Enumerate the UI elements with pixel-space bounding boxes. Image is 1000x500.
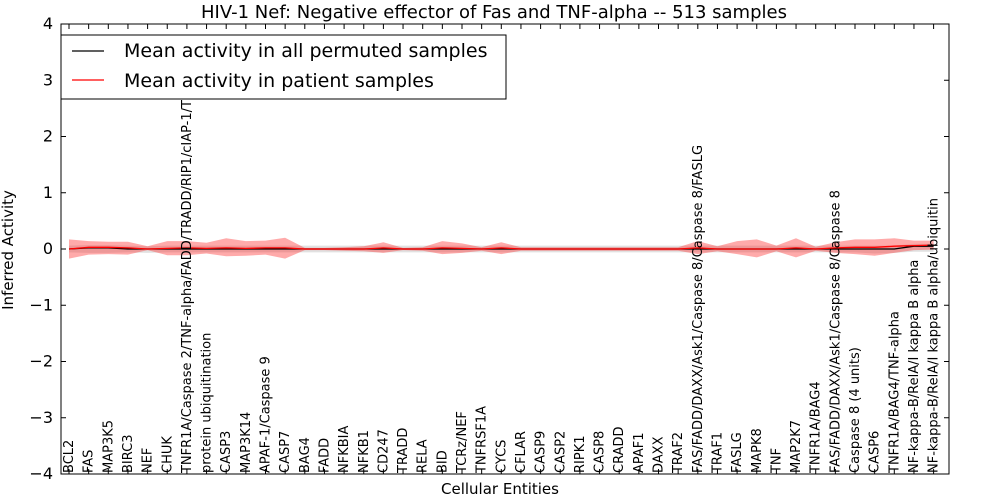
x-category-label: APAF-1/Caspase 9 — [259, 356, 274, 473]
x-category-label: TNFR1A/BAG4 — [809, 381, 824, 474]
y-tick-label: 3 — [43, 70, 53, 89]
permuted-mean-line — [68, 245, 934, 250]
y-tick-label: 4 — [43, 14, 53, 33]
x-category-label: DAXX — [652, 436, 667, 473]
x-category-label: FAS/FADD/DAXX/Ask1/Caspase 8/Caspase 8 — [828, 190, 843, 473]
x-category-label: TNFR1A/BAG4/TNF-alpha — [887, 311, 902, 474]
x-category-label: CFLAR — [514, 431, 529, 473]
y-tick-label: 2 — [43, 127, 53, 146]
x-category-label: TRAF1 — [710, 432, 725, 474]
y-tick-label: −2 — [29, 352, 53, 371]
y-tick-label: 0 — [43, 239, 53, 258]
patient-mean-line — [68, 244, 934, 250]
x-category-label: CASP3 — [219, 431, 234, 473]
x-category-label: MAPK8 — [750, 428, 765, 473]
y-tick-label: −4 — [29, 464, 53, 483]
x-category-label: TCRz/NEF — [455, 411, 470, 474]
axis-ticks: −4 −3 −2 −1 0 1 2 3 4 — [29, 14, 949, 483]
x-category-label: CASP9 — [534, 431, 549, 473]
y-tick-label: −3 — [29, 408, 53, 427]
x-category-label: BAG4 — [298, 437, 313, 473]
x-category-label: CD247 — [376, 429, 391, 473]
x-category-label: TRAF2 — [671, 432, 686, 474]
legend-label-patient: Mean activity in patient samples — [124, 70, 434, 92]
x-category-label: BIRC3 — [121, 435, 136, 474]
x-category-label: MAP2K7 — [789, 420, 804, 473]
y-tick-label: −1 — [29, 295, 53, 314]
legend-label-permuted: Mean activity in all permuted samples — [124, 40, 487, 62]
x-category-label: TRADD — [396, 428, 411, 474]
x-category-label: MAP3K14 — [239, 412, 254, 473]
x-category-label: TNFR1A/Caspase 2/TNF-alpha/FADD/TRADD/RI… — [180, 67, 195, 474]
x-category-label: MAP3K5 — [101, 420, 116, 473]
x-category-label: CYCS — [494, 440, 509, 473]
x-category-label: CHUK — [160, 436, 175, 473]
x-category-label: RIPK1 — [573, 435, 588, 473]
x-category-label: CRADD — [612, 427, 627, 474]
x-category-label: Caspase 8 (4 units) — [848, 347, 863, 473]
x-category-label: NFKB1 — [357, 430, 372, 473]
x-category-label: RELA — [416, 439, 431, 473]
x-category-label: CASP7 — [278, 431, 293, 473]
x-axis-label: Cellular Entities — [441, 480, 559, 498]
category-labels: BCL2 FAS MAP3K5 BIRC3 NEF CHUK TNFR1A/Caspase … — [62, 67, 942, 474]
x-category-label: NF-kappa-B/RelA/I kappa B alpha/ubiquiti… — [927, 198, 942, 473]
x-category-label: FASLG — [730, 432, 745, 473]
x-category-label: NF-kappa-B/RelA/I kappa B alpha — [907, 260, 922, 473]
x-category-label: FADD — [317, 438, 332, 473]
y-tick-label: 1 — [43, 183, 53, 202]
x-category-label: CASP8 — [593, 431, 608, 473]
x-category-label: FAS/FADD/DAXX/Ask1/Caspase 8/Caspase 8/F… — [691, 145, 706, 473]
legend: Mean activity in all permuted samples Me… — [60, 34, 507, 100]
y-axis-label: Inferred Activity — [0, 190, 17, 310]
x-category-label: CASP2 — [553, 431, 568, 473]
x-category-label: protein ubiquitination — [200, 333, 215, 473]
plot-frame — [60, 23, 950, 475]
x-category-label: TNF — [769, 448, 784, 474]
chart-title: HIV-1 Nef: Negative effector of Fas and … — [201, 2, 787, 23]
series-lines — [68, 244, 934, 250]
x-category-label: NEF — [141, 448, 156, 473]
x-category-label: TNFRSF1A — [475, 406, 490, 474]
x-category-label: BCL2 — [62, 440, 77, 473]
x-category-label: BID — [435, 450, 450, 473]
x-category-label: FAS — [82, 450, 97, 473]
x-category-label: CASP6 — [868, 431, 883, 473]
x-category-label: APAF1 — [632, 432, 647, 473]
legend-box — [60, 34, 507, 100]
x-category-label: NFKBIA — [337, 426, 352, 473]
